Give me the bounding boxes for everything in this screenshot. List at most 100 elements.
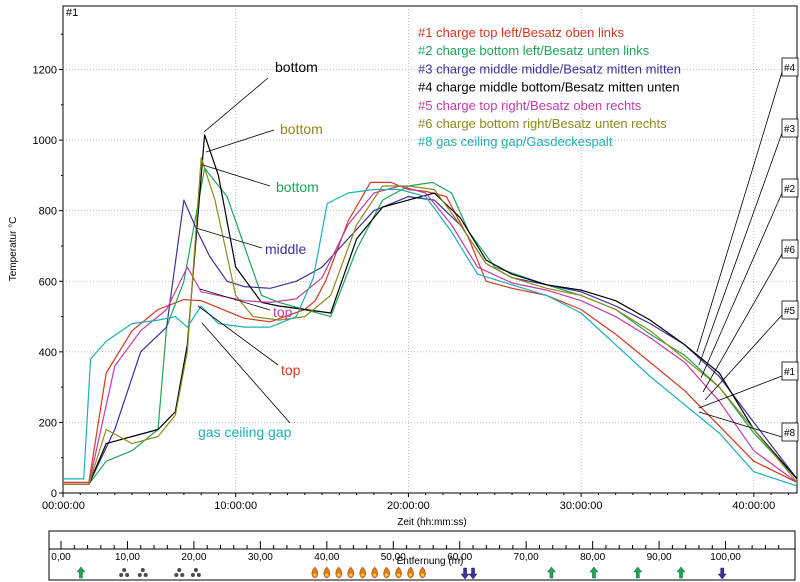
flame-icon xyxy=(347,566,354,579)
flame-icon xyxy=(359,566,366,579)
series-tag-label: #3 xyxy=(784,124,796,135)
x-tick-label: 30:00:00 xyxy=(560,500,603,512)
legend-entry: #3 charge middle middle/Besatz mitten mi… xyxy=(418,61,681,76)
annotation-leader xyxy=(205,129,275,153)
y-tick-label: 0 xyxy=(51,488,57,500)
flame-icon xyxy=(395,566,402,579)
distance-tick-label: 30,00 xyxy=(248,552,273,563)
annotations: bottom bottom bottom middle top top gas ceilin… xyxy=(198,59,323,440)
series-line xyxy=(63,157,798,485)
series-tag-box xyxy=(781,118,799,138)
tag-leader xyxy=(698,132,783,366)
fan-icon xyxy=(190,568,201,577)
series-tag-box xyxy=(781,422,799,442)
distance-markers xyxy=(76,566,727,580)
series-line xyxy=(63,181,798,483)
x-tick-label: 10:00:00 xyxy=(214,500,257,512)
legend-entry: #1 charge top left/Besatz oben links xyxy=(418,25,624,40)
arrow-up-icon xyxy=(546,566,556,579)
annotation-label: middle xyxy=(265,241,306,257)
tag-leader xyxy=(698,411,783,438)
series-tag-box xyxy=(781,361,799,381)
series-tag-label: #2 xyxy=(784,184,796,195)
series-tag-box xyxy=(781,239,799,259)
annotation-leader xyxy=(199,288,271,311)
legend-entry: #5 charge top right/Besatz oben rechts xyxy=(418,98,642,113)
annotation-leader xyxy=(201,322,291,424)
arrow-up-icon xyxy=(76,566,86,579)
arrow-down-icon xyxy=(468,567,478,580)
y-tick-label: 400 xyxy=(39,347,57,359)
series-line xyxy=(63,185,798,485)
tag-leader xyxy=(702,253,783,393)
distance-axis-ticks: 0,00 10,00 20,00 30,00 40,00 50,00 60,00 70,00 8… xyxy=(51,541,780,563)
series-line xyxy=(63,134,798,485)
arrow-up-icon xyxy=(676,566,686,579)
fan-icon xyxy=(174,568,185,577)
flame-icon xyxy=(407,566,414,579)
x-axis-title: Zeit (hh:mm:ss) xyxy=(397,517,466,528)
series-tag-label: #1 xyxy=(784,367,796,378)
arrow-down-icon xyxy=(460,567,470,580)
annotation-leader xyxy=(203,77,269,133)
tag-leader xyxy=(704,314,783,401)
legend-entry: #8 gas ceiling gap/Gasdeckespalt xyxy=(418,134,613,149)
series-tag-box xyxy=(781,178,799,198)
legend-entry: #6 charge bottom right/Besatz unten rech… xyxy=(418,116,667,131)
series-tag-label: #4 xyxy=(784,63,796,74)
legend: #1 charge top left/Besatz oben links #2 c… xyxy=(418,25,681,149)
plot-area xyxy=(62,5,798,494)
series-tag-label: #8 xyxy=(784,428,796,439)
legend-entry: #2 charge bottom left/Besatz unten links xyxy=(418,43,650,58)
fan-icon xyxy=(119,568,130,577)
tag-leader xyxy=(700,192,783,379)
arrow-up-icon xyxy=(589,566,599,579)
x-axis-ticks: 00:00:00 10:00:00 20:00:00 30:00:00 40:00:00 xyxy=(42,493,789,512)
tag-leader xyxy=(696,71,783,353)
distance-axis-title: Entfernung (m) xyxy=(397,556,464,567)
grid xyxy=(63,6,797,493)
annotation-leader xyxy=(202,164,271,187)
y-tick-label: 1200 xyxy=(33,65,57,77)
tag-leader xyxy=(698,375,783,409)
flame-icon xyxy=(323,566,331,579)
x-tick-label: 40:00:00 xyxy=(732,500,775,512)
distance-tick-label: 60,00 xyxy=(447,552,472,563)
y-axis-ticks: 0 200 400 600 800 1000 1200 xyxy=(33,33,63,500)
panel-id: #1 xyxy=(66,7,78,19)
y-tick-label: 200 xyxy=(39,417,57,429)
fan-icon xyxy=(137,568,148,577)
y-axis-title: Temperatur °C xyxy=(8,217,19,282)
annotation-label: top xyxy=(281,362,301,378)
flame-icon xyxy=(371,566,378,579)
series-lines xyxy=(63,134,798,487)
distance-tick-label: 10,00 xyxy=(115,552,140,563)
distance-tick-label: 20,00 xyxy=(181,552,206,563)
flame-icon xyxy=(419,566,426,579)
distance-tick-label: 80,00 xyxy=(580,552,605,563)
flame-icon xyxy=(383,566,390,579)
arrow-up-icon xyxy=(633,566,643,579)
series-tag-label: #6 xyxy=(784,245,796,256)
annotation-leaders xyxy=(195,71,783,438)
arrow-down-icon xyxy=(717,567,727,580)
distance-tick-label: 70,00 xyxy=(514,552,539,563)
annotation-label: bottom xyxy=(275,59,318,75)
annotation-label: top xyxy=(273,304,293,320)
flame-icon xyxy=(335,566,343,579)
series-line xyxy=(63,196,798,485)
x-tick-label: 00:00:00 xyxy=(42,500,85,512)
series-tag-box xyxy=(781,300,799,320)
y-tick-label: 800 xyxy=(39,206,57,218)
flame-icon xyxy=(311,566,319,579)
annotation-label: bottom xyxy=(280,121,323,137)
y-tick-label: 600 xyxy=(39,276,57,288)
x-tick-label: 20:00:00 xyxy=(387,500,430,512)
distance-tick-label: 40,00 xyxy=(314,552,339,563)
series-line xyxy=(63,188,798,487)
y-tick-label: 1000 xyxy=(33,135,57,147)
series-tag-box xyxy=(781,57,799,77)
series-line xyxy=(63,167,798,485)
distance-tick-label: 90,00 xyxy=(647,552,672,563)
